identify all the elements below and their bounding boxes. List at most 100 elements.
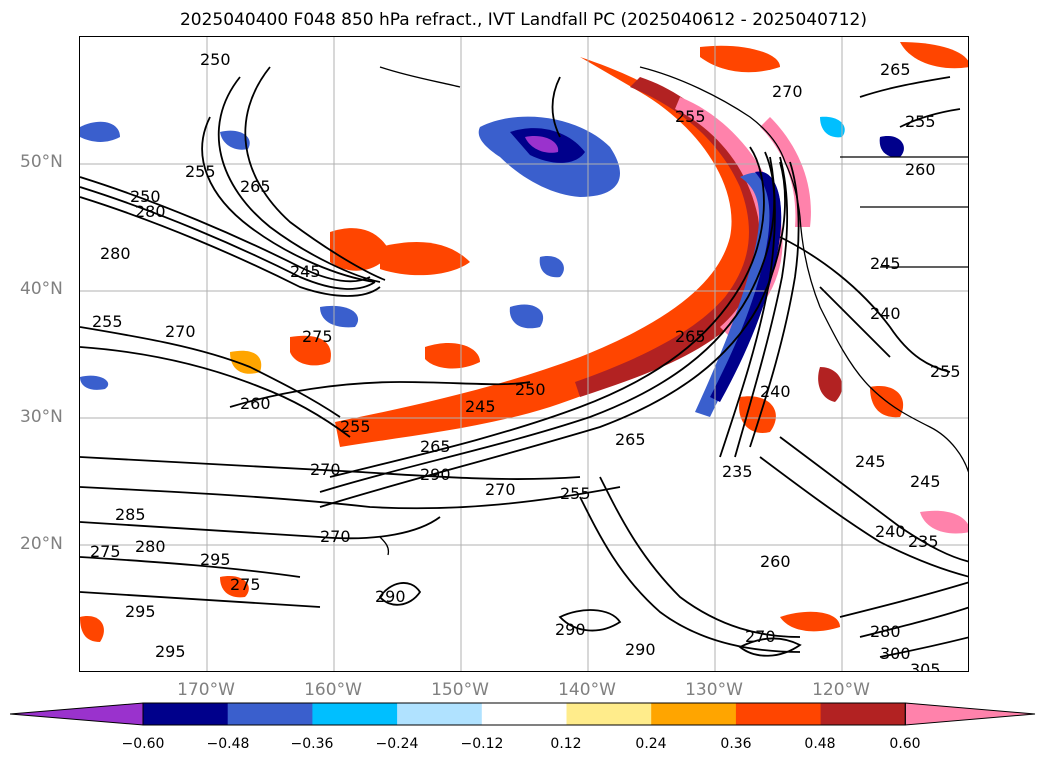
- colorbar-tick: 0.24: [635, 736, 667, 752]
- lat-label-50n: 50°N: [20, 152, 63, 172]
- contour-label: 240: [875, 522, 906, 541]
- contour-line: [80, 186, 376, 290]
- contour-line: [80, 556, 301, 578]
- colorbar-segment: [481, 703, 567, 725]
- contour-label: 280: [135, 537, 166, 556]
- lon-label-160w: 160°W: [304, 680, 362, 700]
- contour-line: [599, 476, 801, 638]
- contour-line: [759, 456, 968, 578]
- contour-label: 250: [200, 50, 231, 69]
- contour-line: [80, 591, 321, 608]
- colorbar-segments: [10, 702, 1036, 726]
- colorbar-segment: [651, 703, 737, 725]
- cool-blob: [509, 304, 544, 329]
- contour-line: [551, 76, 561, 138]
- warm-blob: [290, 335, 331, 366]
- warm-blob: [900, 42, 968, 69]
- warm-blob: [700, 45, 780, 73]
- lat-label-40n: 40°N: [20, 279, 63, 299]
- contour-label: 255: [675, 107, 706, 126]
- contour-label: 265: [880, 60, 911, 79]
- contour-label: 280: [870, 622, 901, 641]
- contour-label: 245: [870, 254, 901, 273]
- lat-label-20n: 20°N: [20, 534, 63, 554]
- contour-label: 245: [855, 452, 886, 471]
- contour-line: [319, 161, 786, 508]
- contour-line: [80, 196, 381, 297]
- contour-label: 240: [870, 304, 901, 323]
- contour-label: 270: [745, 627, 776, 646]
- contour-label: 240: [760, 382, 791, 401]
- plume-blue-band: [695, 172, 781, 417]
- map-title: 2025040400 F048 850 hPa refract., IVT La…: [179, 10, 867, 30]
- coastline: [379, 66, 968, 556]
- contour-label: 285: [115, 505, 146, 524]
- cool-blob: [539, 256, 564, 278]
- contour-label: 265: [615, 430, 646, 449]
- contour-label: 270: [772, 82, 803, 101]
- contour-line: [319, 151, 776, 493]
- contour-label: 290: [625, 640, 656, 659]
- contour-label: 250: [515, 380, 546, 399]
- colorbar-tick: 0.48: [804, 736, 836, 752]
- colorbar-extend-low: [10, 702, 144, 726]
- cool-blob: [220, 130, 250, 150]
- colorbar-tick: −0.24: [375, 736, 419, 752]
- contour-label: 245: [290, 262, 321, 281]
- aleutian-coast: [379, 66, 461, 88]
- colorbar-tick: −0.60: [121, 736, 165, 752]
- graticule: [80, 37, 968, 671]
- contour-line: [839, 581, 968, 618]
- colorbar-segment: [566, 703, 652, 725]
- contour-label: 235: [722, 462, 753, 481]
- contour-label: 265: [675, 327, 706, 346]
- contour-label: 295: [200, 550, 231, 569]
- contour-label: 255: [930, 362, 961, 381]
- contour-line: [378, 582, 422, 606]
- contour-label: 290: [555, 620, 586, 639]
- lon-label-130w: 130°W: [685, 680, 743, 700]
- contour-label: 275: [230, 575, 261, 594]
- lat-label-30n: 30°N: [20, 407, 63, 427]
- plume-darkred-band: [575, 77, 771, 397]
- contour-label: 245: [465, 397, 496, 416]
- colorbar-segment: [820, 703, 906, 725]
- contour-label: 265: [420, 437, 451, 456]
- colorbar-segment: [143, 703, 229, 725]
- contour-label: 265: [240, 177, 271, 196]
- contour-line: [244, 66, 386, 281]
- map-canvas: 250 255 265 250 280 280 245 255 270 275 …: [80, 37, 968, 671]
- colorbar-frame: [142, 702, 906, 726]
- contour-line: [80, 516, 441, 540]
- state-borders: [840, 156, 968, 268]
- cool-blob: [80, 121, 120, 142]
- contour-line: [879, 636, 968, 658]
- cool-blob: [320, 305, 359, 328]
- contour-label: 295: [155, 642, 186, 661]
- contour-label: 280: [135, 202, 166, 221]
- contour-line: [749, 161, 800, 448]
- contour-line: [229, 381, 531, 408]
- warm-blob: [220, 576, 249, 598]
- cool-blob: [820, 116, 845, 138]
- contour-line: [779, 436, 968, 563]
- contour-line: [859, 76, 951, 98]
- lon-label-170w: 170°W: [177, 680, 235, 700]
- contour-line: [217, 76, 381, 283]
- contour-label: 250: [130, 187, 161, 206]
- contour-label-group: 250 255 265 250 280 280 245 255 270 275 …: [90, 50, 961, 671]
- colorbar-tick: −0.12: [460, 736, 504, 752]
- contour-label: 255: [185, 162, 216, 181]
- hawaii-islands: [379, 536, 390, 556]
- contour-label: 270: [485, 480, 516, 499]
- colorbar-tick: 0.36: [720, 736, 752, 752]
- contour-label: 255: [92, 312, 123, 331]
- contour-line: [859, 606, 968, 638]
- contour-line: [899, 108, 961, 128]
- cool-blob: [879, 136, 904, 158]
- contour-line: [80, 326, 341, 418]
- warm-blob: [780, 611, 840, 632]
- contour-label: 255: [560, 484, 591, 503]
- contour-label: 300: [880, 644, 911, 663]
- colorbar-tick: −0.48: [206, 736, 250, 752]
